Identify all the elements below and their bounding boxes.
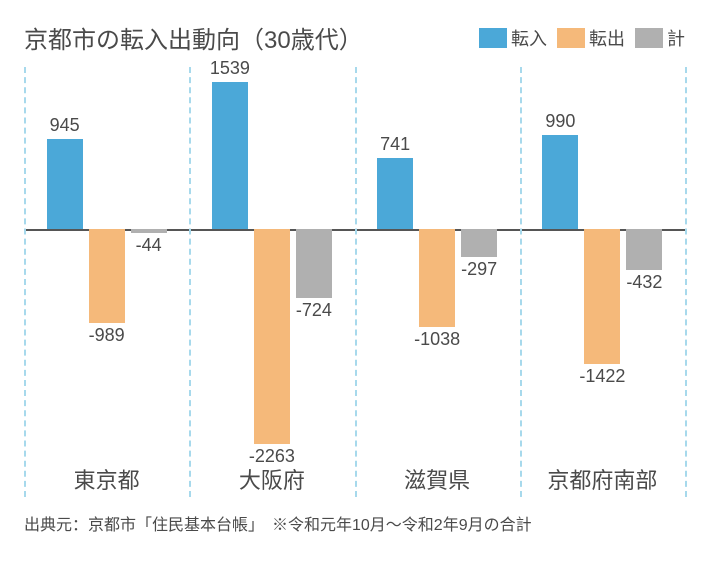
legend-label-2: 計 [667,25,685,51]
bar-1-0 [212,82,248,228]
category-label-3: 京都府南部 [520,463,685,495]
bar-label-3-2: -432 [626,272,662,293]
bar-label-0-1: -989 [89,325,125,346]
bar-1-1 [254,229,290,444]
bar-0-0 [47,139,83,229]
group-1: 1539-2263-724大阪府 [189,67,354,497]
bar-2-0 [377,158,413,228]
bar-label-1-0: 1539 [210,58,250,79]
legend-label-1: 転出 [589,25,625,51]
category-label-2: 滋賀県 [355,463,520,495]
gridline-4 [685,67,687,497]
chart-header: 京都市の転入出動向（30歳代） 転入 転出 計 [24,20,685,55]
bar-3-0 [542,135,578,229]
bar-0-1 [89,229,125,323]
legend-swatch-1 [557,28,585,48]
legend-item-2: 計 [635,25,685,51]
bar-0-2 [131,229,167,233]
legend-item-0: 転入 [479,25,547,51]
bar-label-2-2: -297 [461,259,497,280]
bar-3-2 [626,229,662,270]
chart-title: 京都市の転入出動向（30歳代） [24,20,363,55]
bar-label-2-1: -1038 [414,329,460,350]
bar-2-1 [419,229,455,328]
bar-1-2 [296,229,332,298]
chart-legend: 転入 転出 計 [479,25,685,51]
bar-label-3-0: 990 [545,111,575,132]
group-2: 741 -1038 -297 滋賀県 [355,67,520,497]
bar-2-2 [461,229,497,257]
legend-item-1: 転出 [557,25,625,51]
legend-swatch-2 [635,28,663,48]
category-label-1: 大阪府 [189,463,354,495]
category-label-0: 東京都 [24,463,189,495]
bar-label-3-1: -1422 [579,366,625,387]
legend-swatch-0 [479,28,507,48]
bar-label-0-0: 945 [50,115,80,136]
group-3: 990 -1422 -432 京都府南部 [520,67,685,497]
legend-label-0: 転入 [511,25,547,51]
chart-plot: 945-989-44東京都1539-2263-724大阪府741-1038-29… [24,67,685,497]
bar-label-0-2: -44 [136,235,162,256]
bar-label-1-2: -724 [296,300,332,321]
group-0: 945 -989 -44 東京都 [24,67,189,497]
bar-3-1 [584,229,620,364]
chart-container: 京都市の転入出動向（30歳代） 転入 転出 計 945 -989 -44 東京都 1539 -… [0,0,709,570]
bar-label-2-0: 741 [380,134,410,155]
chart-source: 出典元：京都市「住民基本台帳」 ※令和元年10月～令和2年9月の合計 [24,511,685,535]
